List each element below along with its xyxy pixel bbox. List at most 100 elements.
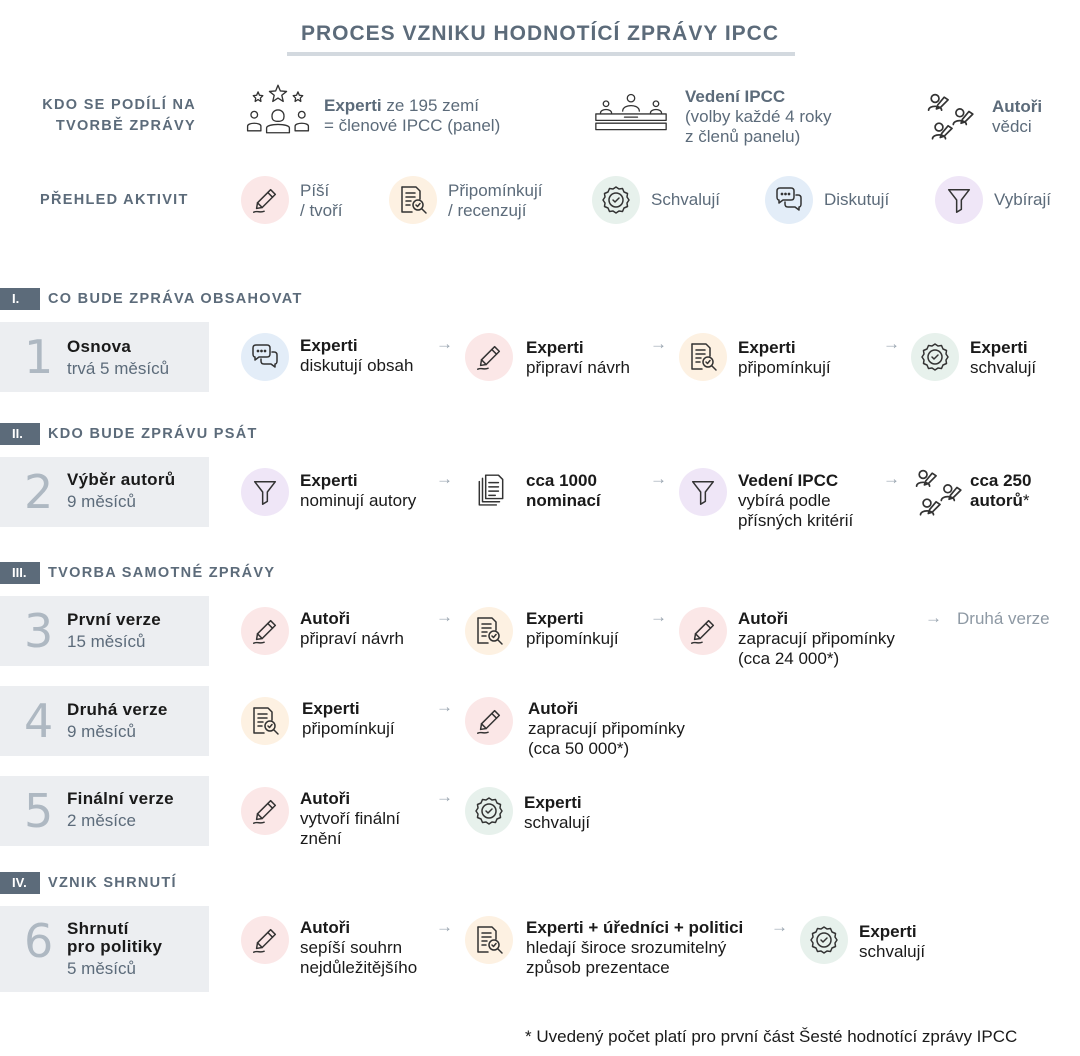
step-6-title-line2: pro politiky [67,937,163,956]
authors-line2: vědci [992,117,1032,136]
step-2-action-3-actor: Vedení IPCC [738,471,839,490]
step-5-title: Finální verze [67,789,174,808]
step-1-approve-icon [911,333,959,381]
legend-write-line2: / tvoří [300,201,343,220]
step-6-action-3: Experti schvalují [859,922,925,962]
participants-label-line1: KDO SE PODÍLÍ NA [42,97,196,113]
participant-leadership: Vedení IPCC (volby každé 4 roky z členů … [685,87,831,147]
title-underline [287,52,795,56]
step-1-action-2-text: připraví návrh [526,358,630,377]
step-2-action-3-text2: přísných kritérií [738,511,854,530]
step-6-approve-icon [800,916,848,964]
step-1-action-3-actor: Experti [738,338,796,357]
step-2-action-3: Vedení IPCC vybírá podle přísných kritér… [738,471,853,531]
step-4-number: 4 [24,694,54,748]
step-1-action-1-text: diskutují obsah [300,356,414,375]
step-3-next-link: Druhá verze [957,609,1050,628]
arrow-icon: → [883,334,900,353]
step-5-approve-icon [465,787,513,835]
step-6-box: 6 Shrnutí pro politiky 5 měsíců [0,906,209,992]
step-6-write-icon [241,916,289,964]
step-2-duration: 9 měsíců [67,492,136,511]
arrow-icon: → [883,469,900,488]
step-4-action-1-actor: Experti [302,699,360,718]
step-1-action-2-actor: Experti [526,338,584,357]
step-1-duration: trvá 5 měsíců [67,359,170,378]
experts-line2: = členové IPCC (panel) [324,116,501,135]
step-3-action-3-actor: Autoři [738,609,789,628]
step-6-action-2-text2: způsob prezentace [526,958,670,977]
step-5-action-1-text1: vytvoří finální [300,809,401,828]
nominations-docs-icon [474,470,508,508]
legend-comment: Připomínkují / recenzují [448,181,542,221]
step-6-action-1-text1: sepíší souhrn [300,938,403,957]
step-3-title: První verze [67,610,162,629]
leadership-line3: z členů panelu) [685,127,801,146]
step-5-action-1-text2: znění [300,829,342,848]
step-5-action-1: Autoři vytvoří finální znění [300,789,400,849]
legend-select: Vybírají [994,190,1052,209]
arrow-icon: → [436,787,453,806]
step-5-number: 5 [24,784,54,838]
arrow-icon: → [436,697,453,716]
step-1-action-4-actor: Experti [970,338,1028,357]
step-3-duration: 15 měsíců [67,632,146,651]
step-4-title: Druhá verze [67,700,168,719]
discuss-icon [765,176,813,224]
participant-authors: Autoři vědci [992,97,1042,137]
step-3-write-icon-2 [679,607,727,655]
step-2-authors-icon [914,468,966,520]
step-1-number: 1 [24,330,54,384]
authors-bold-label: Autoři [992,97,1043,116]
step-2-action-4-star: * [1022,491,1030,510]
step-4-action-1-text: připomínkují [302,719,395,738]
step-4-action-2: Autoři zapracují připomínky (cca 50 000*… [528,699,685,759]
step-4-action-2-actor: Autoři [528,699,579,718]
step-1-title: Osnova [67,337,132,356]
step-1-action-3-text: připomínkují [738,358,831,377]
step-3-action-2: Experti připomínkují [526,609,619,649]
arrow-icon: → [436,917,453,936]
leadership-line2: (volby každé 4 roky [685,107,832,126]
step-6-action-3-actor: Experti [859,922,917,941]
step-3-action-2-text: připomínkují [526,629,619,648]
step-3-action-1: Autoři připraví návrh [300,609,404,649]
step-3-action-1-text: připraví návrh [300,629,404,648]
step-6-duration: 5 měsíců [67,959,136,978]
step-3-action-3-text2: (cca 24 000*) [738,649,840,668]
step-2-title: Výběr autorů [67,470,176,489]
section-4-number: IV. [0,872,40,894]
step-6-review-icon [465,916,513,964]
step-2-action-2-line1: cca 1000 [526,471,597,490]
step-2-action-2: cca 1000 nominací [526,471,601,511]
arrow-icon: → [436,607,453,626]
step-2-action-4-line2: autorů [970,491,1023,510]
step-3-action-1-actor: Autoři [300,609,351,628]
section-3-number: III. [0,562,40,584]
step-2-action-2-line2: nominací [526,491,601,510]
experts-bold-label: Experti [324,96,382,115]
step-2-number: 2 [24,465,54,519]
step-5-duration: 2 měsíce [67,811,136,830]
step-2-action-4-line1: cca 250 [970,471,1032,490]
step-4-action-1: Experti připomínkují [302,699,395,739]
legend-write: Píší / tvoří [300,181,343,221]
legend-comment-line1: Připomínkují [448,181,543,200]
participants-label: KDO SE PODÍLÍ NA TVORBĚ ZPRÁVY [42,95,196,137]
section-1-number: I. [0,288,40,310]
legend-comment-line2: / recenzují [448,201,527,220]
step-2-action-1-actor: Experti [300,471,358,490]
write-icon [241,176,289,224]
arrow-icon: → [925,608,942,627]
step-1-review-icon [679,333,727,381]
legend-write-line1: Píší [300,181,330,200]
step-5-action-2: Experti schvalují [524,793,590,833]
step-2-action-4: cca 250 autorů* [970,471,1031,511]
step-1-action-4: Experti schvalují [970,338,1036,378]
step-2-select-icon [241,468,289,516]
step-4-action-2-text1: zapracují připomínky [528,719,685,738]
step-3-review-icon [465,607,513,655]
step-2-action-1: Experti nominují autory [300,471,416,511]
step-4-box: 4 Druhá verze 9 měsíců [0,686,209,756]
section-1-title: CO BUDE ZPRÁVA OBSAHOVAT [48,291,303,307]
